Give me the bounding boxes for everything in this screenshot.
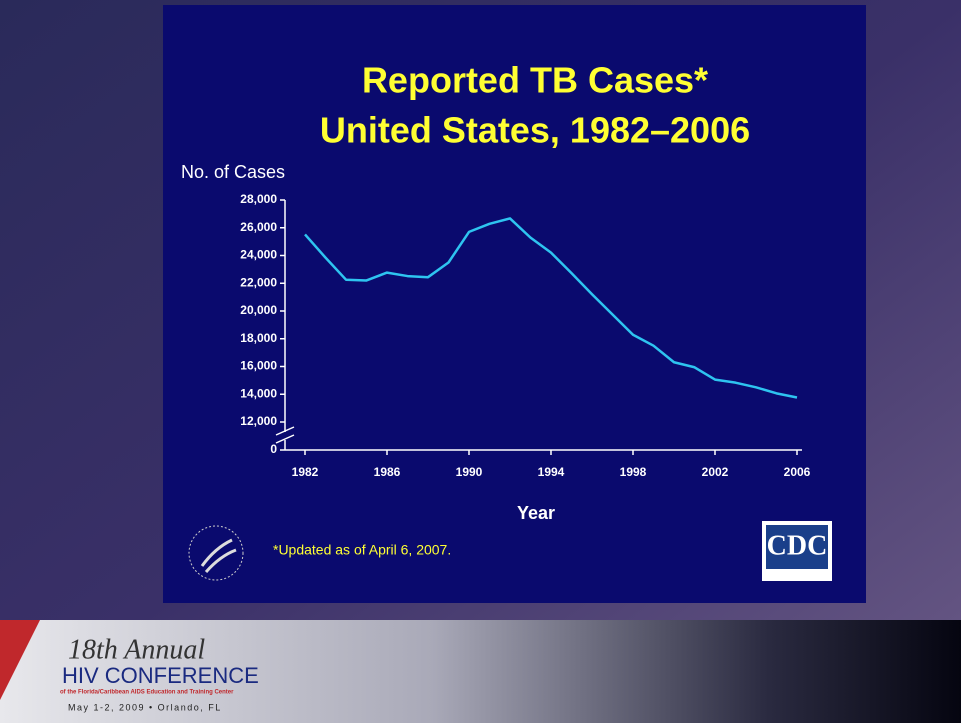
banner-edition: 18th Annual <box>68 634 205 665</box>
y-tick-label: 26,000 <box>240 220 277 234</box>
banner <box>0 620 961 723</box>
y-tick-label: 18,000 <box>240 331 277 345</box>
banner-date: May 1-2, 2009 • Orlando, FL <box>68 702 222 712</box>
banner-name: HIV CONFERENCE <box>62 663 259 688</box>
y-tick-label: 0 <box>270 442 277 456</box>
chart-title: United States, 1982–2006 <box>320 110 750 151</box>
y-tick-label: 22,000 <box>240 275 277 289</box>
x-tick-label: 2002 <box>702 465 729 479</box>
x-tick-label: 2006 <box>784 465 811 479</box>
banner-accent <box>0 620 40 700</box>
y-tick-label: 28,000 <box>240 192 277 206</box>
axis-break-gap <box>281 432 289 440</box>
x-tick-label: 1986 <box>374 465 401 479</box>
logo-text: CDC <box>767 530 828 561</box>
banner-organizer: of the Florida/Caribbean AIDS Education … <box>60 690 234 696</box>
x-tick-label: 1990 <box>456 465 483 479</box>
axis-break <box>275 426 295 436</box>
hhs-eagle <box>200 538 237 573</box>
x-axis-label: Year <box>517 503 555 523</box>
x-tick-label: 1982 <box>292 465 319 479</box>
data-line <box>304 217 798 399</box>
hhs-seal <box>188 525 244 581</box>
y-tick-label: 24,000 <box>240 248 277 262</box>
footnote: *Updated as of April 6, 2007. <box>273 542 451 558</box>
y-axis-label: No. of Cases <box>181 162 285 182</box>
logo-inner <box>766 525 828 569</box>
axis-break <box>275 434 295 444</box>
x-tick-label: 1998 <box>620 465 647 479</box>
y-tick-label: 16,000 <box>240 359 277 373</box>
x-tick-label: 1994 <box>538 465 565 479</box>
y-tick-label: 14,000 <box>240 386 277 400</box>
chart-panel <box>163 5 866 603</box>
y-tick-label: 20,000 <box>240 303 277 317</box>
y-tick-label: 12,000 <box>240 414 277 428</box>
chart-title: Reported TB Cases* <box>362 60 708 101</box>
